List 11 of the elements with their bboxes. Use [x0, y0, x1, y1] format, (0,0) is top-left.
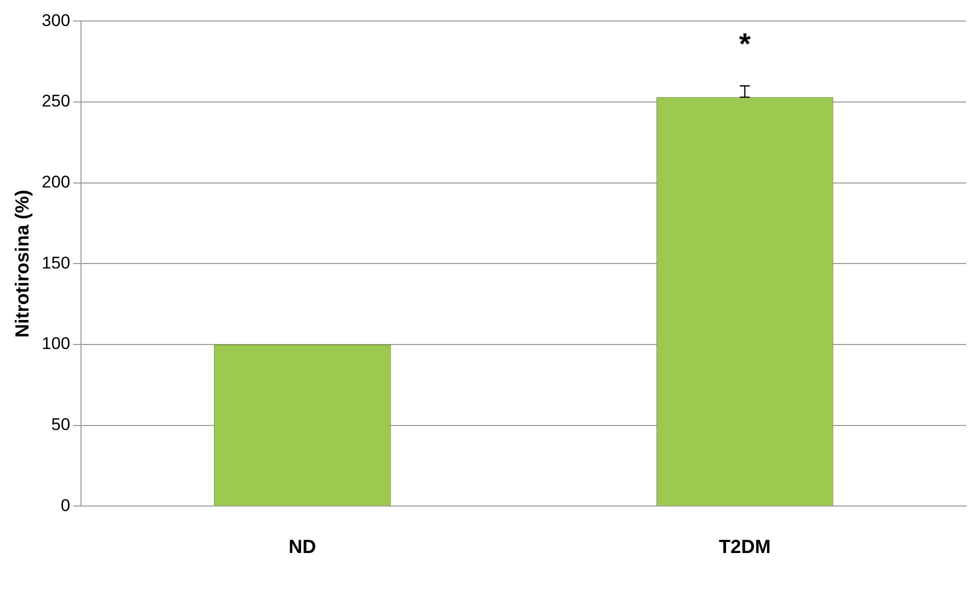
y-tick-label: 50 [51, 415, 70, 434]
x-tick-label: ND [288, 536, 316, 558]
y-tick-label: 200 [42, 172, 70, 192]
y-axis-title: Nitrotirosina (%) [12, 190, 34, 338]
x-tick-label: T2DM [718, 536, 771, 558]
y-tick-label: 300 [42, 10, 70, 30]
y-tick-label: 100 [42, 334, 70, 354]
y-tick-label: 0 [60, 496, 70, 515]
annotation: * [738, 28, 751, 62]
y-tick-label: 150 [42, 253, 70, 272]
y-tick-label: 250 [42, 92, 70, 111]
